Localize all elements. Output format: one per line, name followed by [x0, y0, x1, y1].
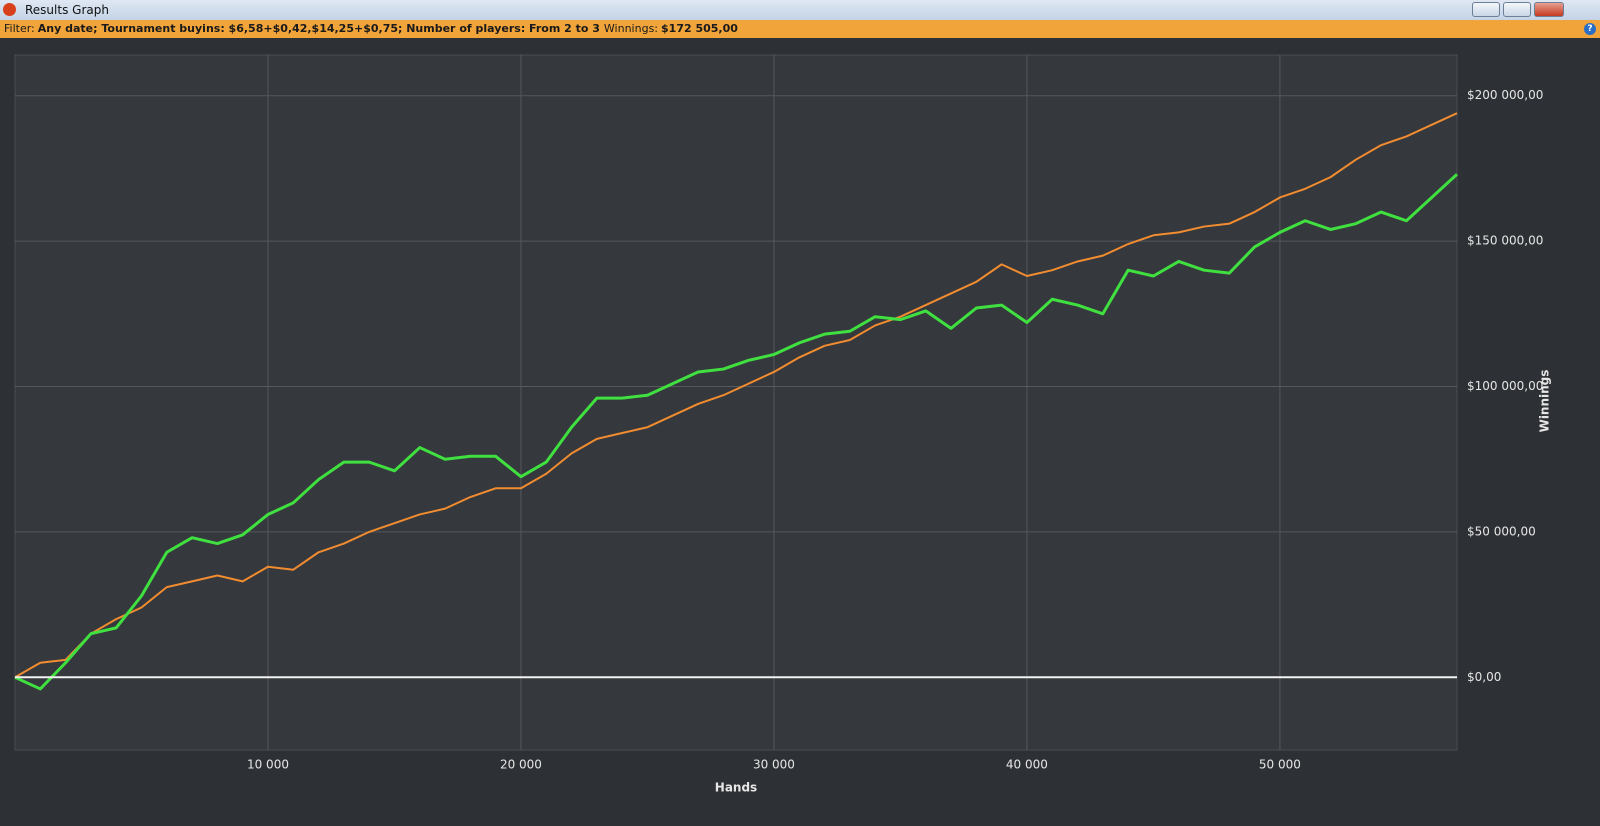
filter-label: Filter: — [4, 22, 35, 35]
filter-criteria: Any date; Tournament buyins: $6,58+$0,42… — [37, 22, 600, 35]
y-tick-label: $50 000,00 — [1467, 524, 1536, 538]
plot-area — [14, 54, 1458, 751]
filter-bar: Filter: Any date; Tournament buyins: $6,5… — [0, 20, 1600, 38]
restore-button[interactable] — [1503, 2, 1531, 17]
x-axis-label: Hands — [715, 781, 757, 795]
window-title: Results Graph — [25, 3, 109, 17]
chart: Hands Winnings $0,00 $50 000,00 $100 000,0… — [14, 54, 1552, 795]
x-tick-label: 50 000 — [1259, 758, 1301, 772]
x-tick-label: 40 000 — [1006, 758, 1048, 772]
series-line — [14, 112, 1458, 679]
y-tick-label: $200 000,00 — [1467, 88, 1543, 102]
x-tick-label: 30 000 — [753, 758, 795, 772]
x-tick-label: 10 000 — [247, 758, 289, 772]
y-tick-label: $100 000,00 — [1467, 379, 1543, 393]
close-button[interactable] — [1534, 2, 1564, 17]
minimize-button[interactable] — [1472, 2, 1500, 17]
app-icon — [3, 3, 16, 16]
y-axis-label: Winnings — [1538, 370, 1552, 433]
series-line — [14, 173, 1459, 691]
title-bar: Results Graph — [0, 0, 1600, 20]
winnings-label: Winnings: — [603, 22, 659, 35]
y-tick-label: $0,00 — [1467, 670, 1501, 684]
help-button[interactable]: ? — [1584, 23, 1596, 35]
winnings-value: $172 505,00 — [661, 22, 738, 35]
x-tick-label: 20 000 — [500, 758, 542, 772]
y-tick-label: $150 000,00 — [1467, 234, 1543, 248]
